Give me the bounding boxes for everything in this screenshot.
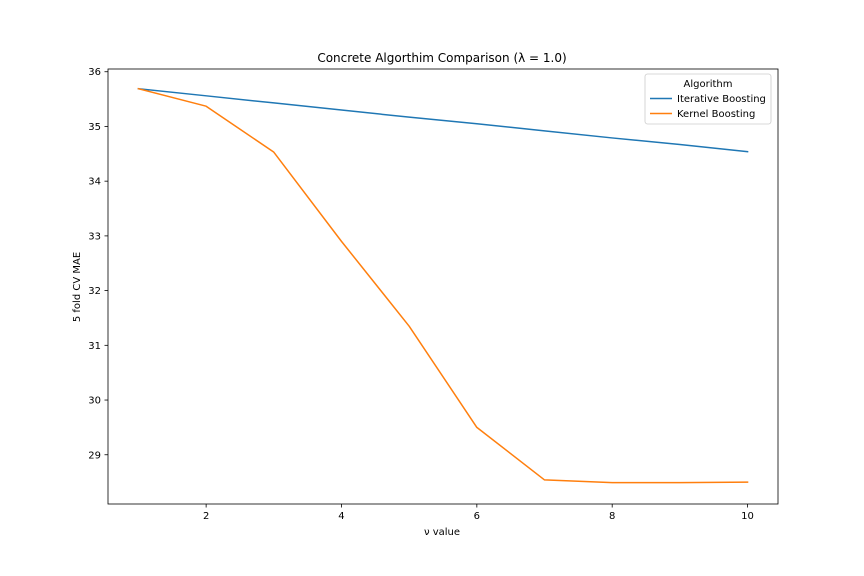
y-tick-label: 29 [88,450,101,461]
legend-title: Algorithm [684,79,733,90]
y-tick-label: 33 [88,231,101,242]
legend-box [644,73,772,125]
axes-layer: 2 4 6 8 10 29 30 31 32 33 34 35 36 [88,67,779,522]
y-tick-label: 31 [88,341,101,352]
y-tick-label: 35 [88,122,101,133]
x-tick-label: 6 [474,511,480,522]
x-tick-label: 2 [203,511,209,522]
y-tick-label: 34 [88,177,101,188]
y-tick-label: 32 [88,286,101,297]
plot-layer [137,87,749,484]
x-axis-label: ν value [424,527,460,538]
y-tick-label: 30 [88,396,101,407]
series-line-kernel-boosting [137,87,749,484]
x-tick-label: 8 [609,511,615,522]
chart-title: Concrete Algorthim Comparison (λ = 1.0) [317,51,566,65]
legend-entry-label: Iterative Boosting [677,94,766,105]
axes-frame [107,68,779,505]
x-tick-label: 4 [338,511,344,522]
y-axis-label: 5 fold CV MAE [72,252,83,322]
legend-entry-label: Kernel Boosting [677,109,755,120]
legend: Algorithm Iterative Boosting Kernel Boosti… [644,73,772,125]
series-line-iterative-boosting [137,87,749,153]
x-tick-label: 10 [741,511,754,522]
y-tick-label: 36 [88,67,101,78]
